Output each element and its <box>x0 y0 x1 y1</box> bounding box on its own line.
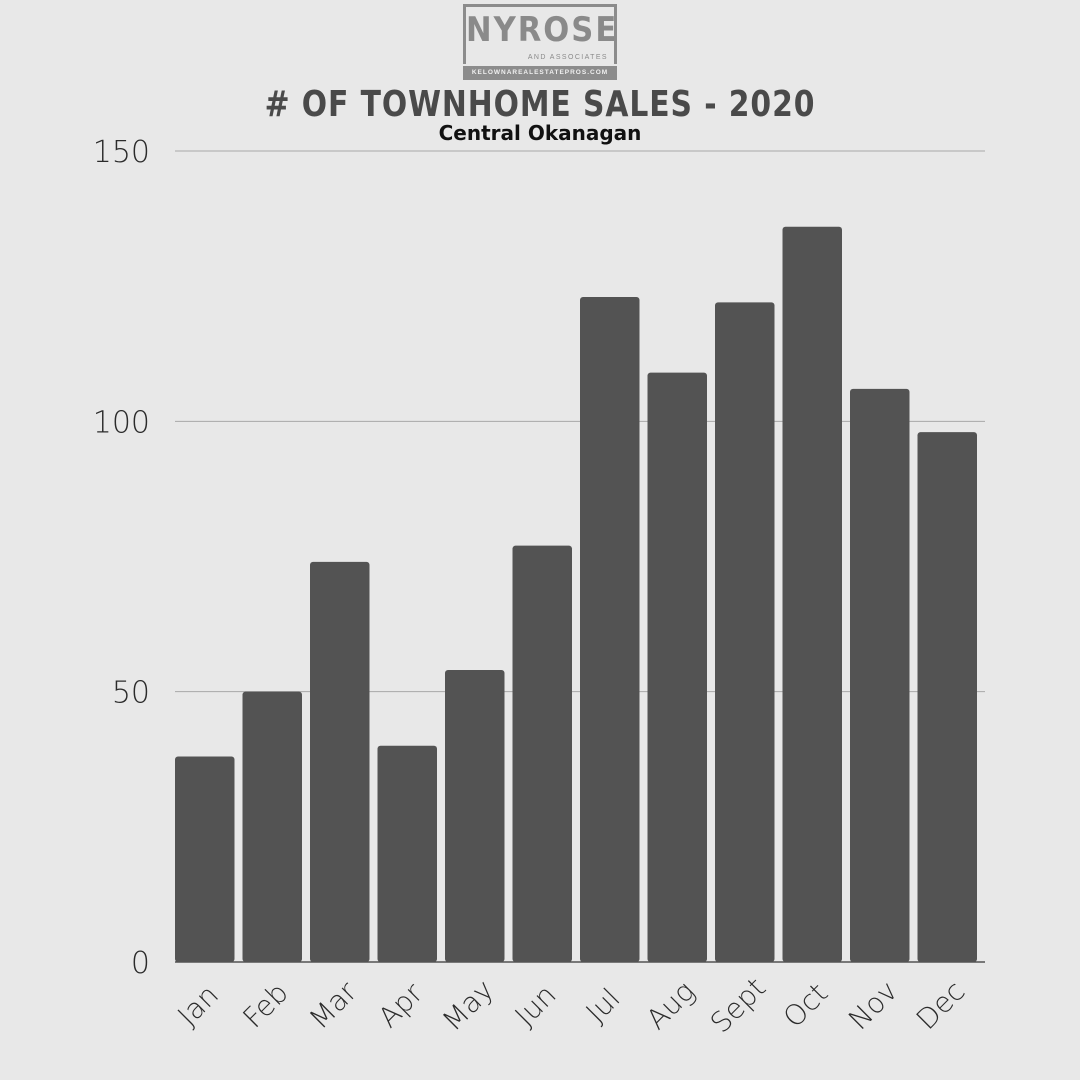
bar-jul <box>580 296 640 963</box>
x-tick-label: Oct <box>777 976 835 1034</box>
bar-oct <box>782 226 842 962</box>
logo-frame: NYROSE AND ASSOCIATES <box>463 4 617 64</box>
x-tick-label: Dec <box>910 974 972 1036</box>
bar-nov <box>850 388 910 963</box>
logo-tagline: AND ASSOCIATES <box>527 54 608 61</box>
bar-feb <box>242 691 302 962</box>
x-tick-label: Feb <box>236 976 294 1034</box>
bar-jun <box>512 545 572 962</box>
x-tick-label: Nov <box>842 974 904 1036</box>
y-tick-label: 0 <box>131 946 150 981</box>
chart-title: # OF TOWNHOME SALES - 2020 <box>264 84 816 125</box>
x-tick-label: Jan <box>171 978 225 1032</box>
x-tick-label: Jun <box>508 978 562 1032</box>
y-tick-label: 100 <box>93 405 150 440</box>
x-tick-label: Jul <box>579 982 626 1029</box>
logo-name: NYROSE <box>466 10 619 50</box>
brand-logo: NYROSE AND ASSOCIATES KELOWNAREALESTATEP… <box>463 4 617 80</box>
y-tick-label: 150 <box>93 135 150 170</box>
bar-dec <box>917 432 977 962</box>
bar-aug <box>647 372 707 962</box>
y-tick-label: 50 <box>112 676 150 711</box>
bar-may <box>445 670 505 962</box>
bar-sept <box>715 302 775 962</box>
bar-apr <box>377 745 437 962</box>
x-tick-label: Mar <box>303 975 364 1036</box>
bar-jan <box>175 756 235 962</box>
x-tick-label: Sept <box>704 971 772 1039</box>
x-tick-label: May <box>436 973 500 1037</box>
chart-subtitle: Central Okanagan <box>438 121 642 145</box>
logo-url: KELOWNAREALESTATEPROS.COM <box>463 66 617 80</box>
bar-mar <box>310 561 370 962</box>
x-tick-label: Apr <box>372 976 430 1034</box>
y-axis-ticks: 0 50 100 150 <box>93 135 150 981</box>
x-tick-label: Aug <box>640 975 701 1036</box>
x-axis-ticks: Jan Feb Mar Apr May Jun Jul Aug Sept Oct Nov Dec <box>171 971 971 1039</box>
bars <box>175 226 977 963</box>
